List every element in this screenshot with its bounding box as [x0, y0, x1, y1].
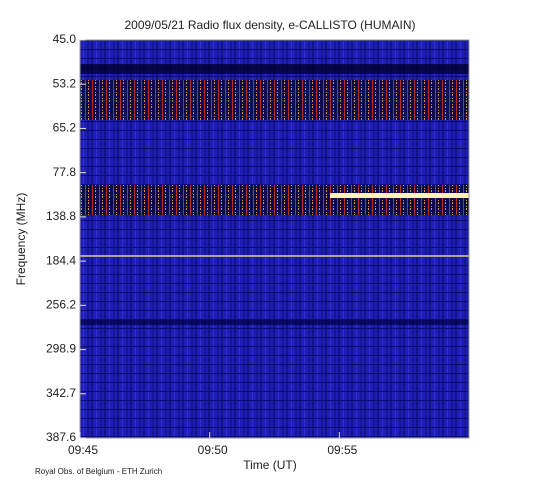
x-tick-label: 09:45 [68, 443, 98, 457]
y-axis-label: Frequency (MHz) [14, 193, 28, 286]
x-axis-label: Time (UT) [243, 458, 297, 472]
y-tick-label: 138.8 [46, 209, 76, 223]
y-tick-label: 45.0 [53, 32, 77, 46]
y-tick-label: 256.2 [46, 298, 76, 312]
plot-frame [79, 39, 470, 439]
y-tick-label: 342.7 [46, 386, 76, 400]
x-tick-label: 09:55 [327, 443, 357, 457]
y-tick-label: 77.8 [53, 165, 77, 179]
y-tick-label: 298.9 [46, 342, 76, 356]
y-tick-label: 65.2 [53, 121, 77, 135]
y-tick-label: 387.6 [46, 430, 76, 444]
chart-title: 2009/05/21 Radio flux density, e-CALLIST… [124, 18, 415, 32]
x-tick-label: 09:50 [198, 443, 228, 457]
y-tick-label: 53.2 [53, 76, 77, 90]
y-tick-label: 184.4 [46, 253, 76, 267]
spectrogram [80, 40, 469, 438]
footer: Royal Obs. of Belgium - ETH Zurich [35, 467, 162, 476]
